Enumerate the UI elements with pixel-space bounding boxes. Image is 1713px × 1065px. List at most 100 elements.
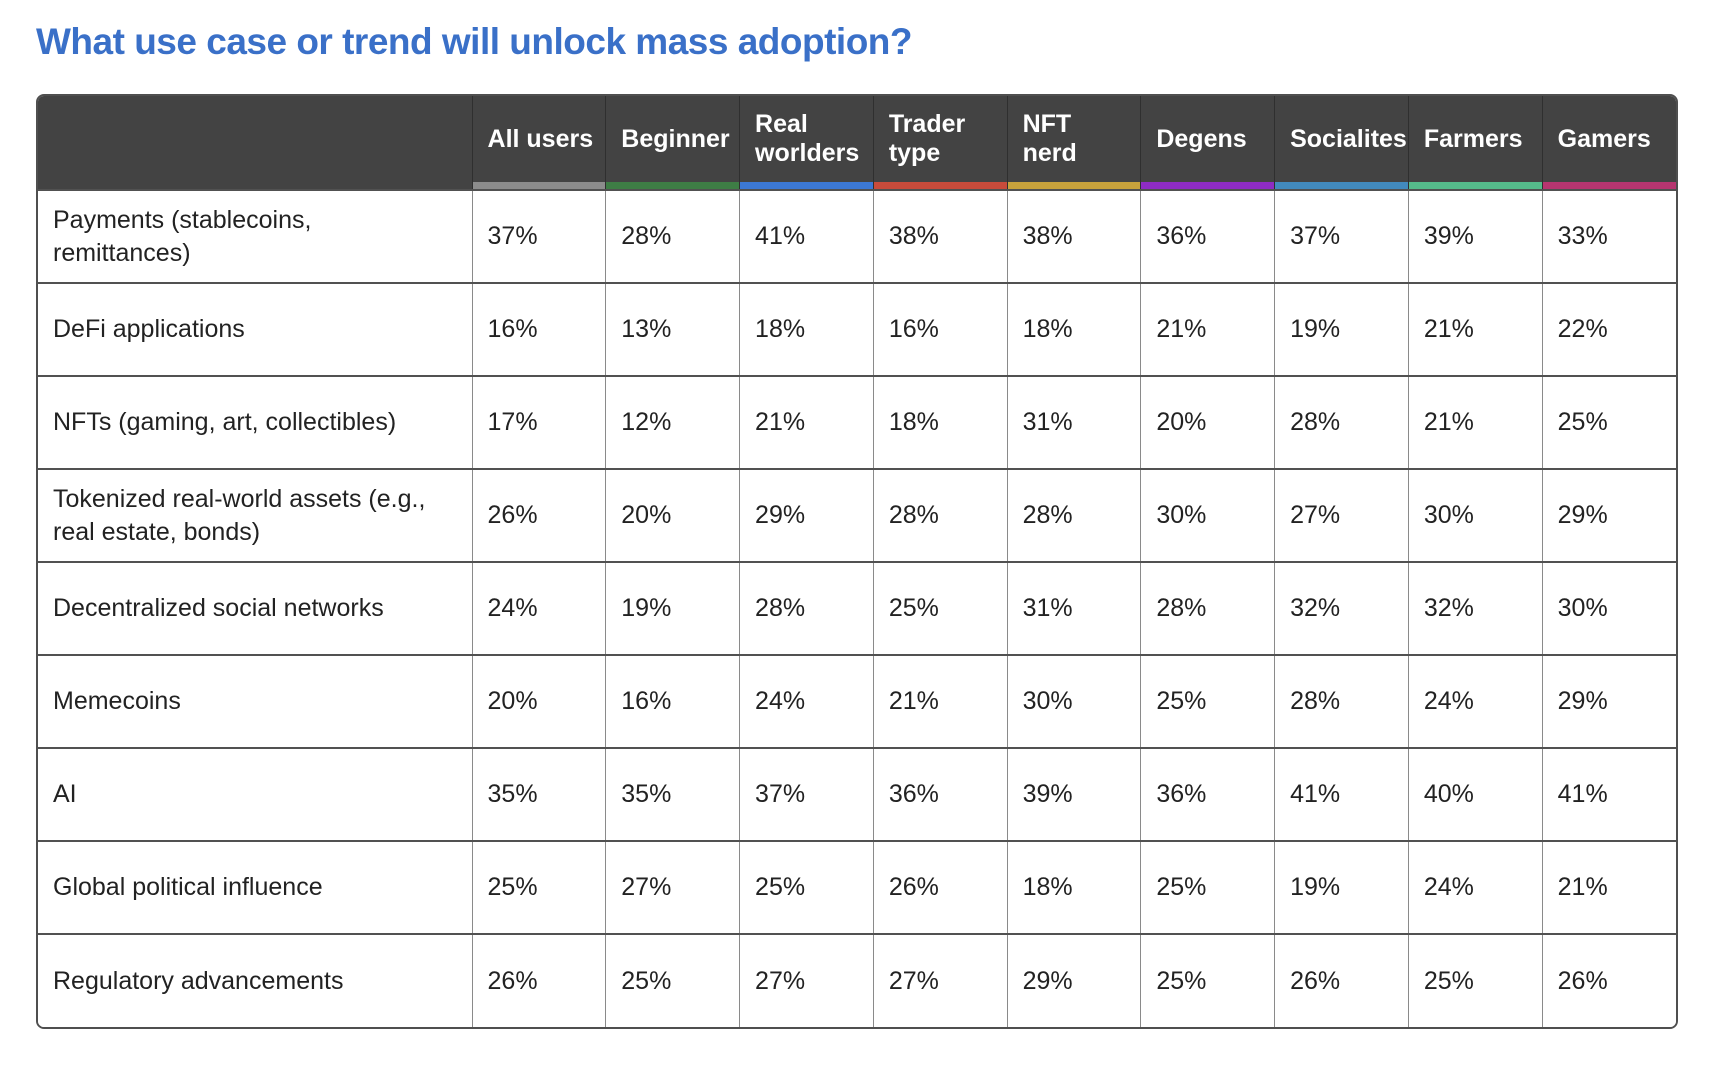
value-cell-nft-nerd: 31% <box>1006 375 1141 470</box>
value-cell-socialites: 32% <box>1274 561 1409 656</box>
value-cell-degens: 28% <box>1140 561 1275 656</box>
table-row-tokenized-real-world-assets-e-g-real-estate-bonds: Tokenized real-world assets (e.g., real … <box>38 468 1676 563</box>
column-accent-strip-socialites <box>1274 182 1409 191</box>
row-label: Payments (stablecoins, remittances) <box>38 189 473 284</box>
value-cell-farmers: 39% <box>1407 189 1543 284</box>
value-cell-farmers: 24% <box>1407 840 1543 935</box>
value-cell-nft-nerd: 28% <box>1006 468 1141 563</box>
column-accent-strip-row <box>38 182 1676 191</box>
column-header-nft-nerd: NFT nerd <box>1006 96 1141 183</box>
column-header-socialites: Socialites <box>1274 96 1409 183</box>
value-cell-all-users: 17% <box>471 375 606 470</box>
value-cell-degens: 25% <box>1140 933 1275 1028</box>
value-cell-trader-type: 26% <box>872 840 1008 935</box>
value-cell-socialites: 41% <box>1274 747 1409 842</box>
value-cell-trader-type: 27% <box>872 933 1008 1028</box>
value-cell-real-worlders: 25% <box>739 840 874 935</box>
value-cell-beginner: 25% <box>605 933 740 1028</box>
value-cell-beginner: 16% <box>605 654 740 749</box>
column-header-real-worlders: Real worlders <box>739 96 874 183</box>
adoption-table-grid: All users Beginner Real worlders Trader typ… <box>38 96 1676 1028</box>
value-cell-real-worlders: 29% <box>739 468 874 563</box>
value-cell-trader-type: 36% <box>872 747 1008 842</box>
value-cell-real-worlders: 37% <box>739 747 874 842</box>
value-cell-real-worlders: 41% <box>739 189 874 284</box>
value-cell-beginner: 35% <box>605 747 740 842</box>
row-label: Tokenized real-world assets (e.g., real … <box>38 468 473 563</box>
value-cell-degens: 20% <box>1140 375 1275 470</box>
value-cell-socialites: 37% <box>1274 189 1409 284</box>
table-row-payments-stablecoins-remittances: Payments (stablecoins, remittances) 37% 28… <box>38 189 1676 284</box>
value-cell-degens: 30% <box>1140 468 1275 563</box>
value-cell-nft-nerd: 38% <box>1006 189 1141 284</box>
value-cell-all-users: 26% <box>471 933 606 1028</box>
value-cell-trader-type: 16% <box>872 282 1008 377</box>
column-header-trader-type: Trader type <box>872 96 1008 183</box>
value-cell-trader-type: 38% <box>872 189 1008 284</box>
value-cell-real-worlders: 18% <box>739 282 874 377</box>
value-cell-farmers: 30% <box>1407 468 1543 563</box>
value-cell-nft-nerd: 31% <box>1006 561 1141 656</box>
row-label: DeFi applications <box>38 282 473 377</box>
value-cell-beginner: 12% <box>605 375 740 470</box>
row-label: AI <box>38 747 473 842</box>
value-cell-degens: 25% <box>1140 840 1275 935</box>
column-accent-strip-farmers <box>1407 182 1543 191</box>
table-row-nfts-gaming-art-collectibles: NFTs (gaming, art, collectibles) 17% 12% 21… <box>38 375 1676 470</box>
value-cell-all-users: 25% <box>471 840 606 935</box>
value-cell-all-users: 26% <box>471 468 606 563</box>
value-cell-beginner: 13% <box>605 282 740 377</box>
value-cell-degens: 36% <box>1140 747 1275 842</box>
value-cell-degens: 36% <box>1140 189 1275 284</box>
value-cell-real-worlders: 24% <box>739 654 874 749</box>
column-accent-strip-beginner <box>605 182 740 191</box>
column-header-farmers: Farmers <box>1407 96 1543 183</box>
value-cell-gamers: 21% <box>1541 840 1676 935</box>
value-cell-all-users: 24% <box>471 561 606 656</box>
row-label: NFTs (gaming, art, collectibles) <box>38 375 473 470</box>
value-cell-all-users: 16% <box>471 282 606 377</box>
row-label: Global political influence <box>38 840 473 935</box>
column-accent-strip-blank <box>38 182 473 191</box>
value-cell-trader-type: 28% <box>872 468 1008 563</box>
value-cell-real-worlders: 21% <box>739 375 874 470</box>
column-header-gamers: Gamers <box>1541 96 1676 183</box>
row-label: Decentralized social networks <box>38 561 473 656</box>
value-cell-all-users: 37% <box>471 189 606 284</box>
column-header-degens: Degens <box>1140 96 1275 183</box>
value-cell-socialites: 28% <box>1274 375 1409 470</box>
column-header-blank <box>38 96 473 183</box>
value-cell-gamers: 41% <box>1541 747 1676 842</box>
value-cell-socialites: 26% <box>1274 933 1409 1028</box>
table-row-decentralized-social-networks: Decentralized social networks 24% 19% 28% 25… <box>38 561 1676 656</box>
value-cell-farmers: 21% <box>1407 282 1543 377</box>
value-cell-nft-nerd: 29% <box>1006 933 1141 1028</box>
value-cell-socialites: 19% <box>1274 840 1409 935</box>
value-cell-nft-nerd: 18% <box>1006 282 1141 377</box>
value-cell-beginner: 19% <box>605 561 740 656</box>
table-row-memecoins: Memecoins 20% 16% 24% 21% 30% 25% 28% 24% 29% <box>38 654 1676 749</box>
value-cell-nft-nerd: 39% <box>1006 747 1141 842</box>
value-cell-gamers: 25% <box>1541 375 1676 470</box>
table-header: All users Beginner Real worlders Trader typ… <box>38 96 1676 191</box>
value-cell-nft-nerd: 18% <box>1006 840 1141 935</box>
value-cell-socialites: 27% <box>1274 468 1409 563</box>
value-cell-farmers: 21% <box>1407 375 1543 470</box>
value-cell-nft-nerd: 30% <box>1006 654 1141 749</box>
column-accent-strip-all-users <box>471 182 606 191</box>
value-cell-degens: 21% <box>1140 282 1275 377</box>
value-cell-gamers: 33% <box>1541 189 1676 284</box>
column-accent-strip-real-worlders <box>739 182 874 191</box>
value-cell-trader-type: 18% <box>872 375 1008 470</box>
table-row-defi-applications: DeFi applications 16% 13% 18% 16% 18% 21% 19% 21… <box>38 282 1676 377</box>
value-cell-gamers: 29% <box>1541 654 1676 749</box>
value-cell-farmers: 32% <box>1407 561 1543 656</box>
value-cell-all-users: 20% <box>471 654 606 749</box>
column-accent-strip-gamers <box>1541 182 1676 191</box>
value-cell-trader-type: 25% <box>872 561 1008 656</box>
value-cell-beginner: 28% <box>605 189 740 284</box>
column-header-all-users: All users <box>471 96 606 183</box>
row-label: Memecoins <box>38 654 473 749</box>
value-cell-gamers: 30% <box>1541 561 1676 656</box>
